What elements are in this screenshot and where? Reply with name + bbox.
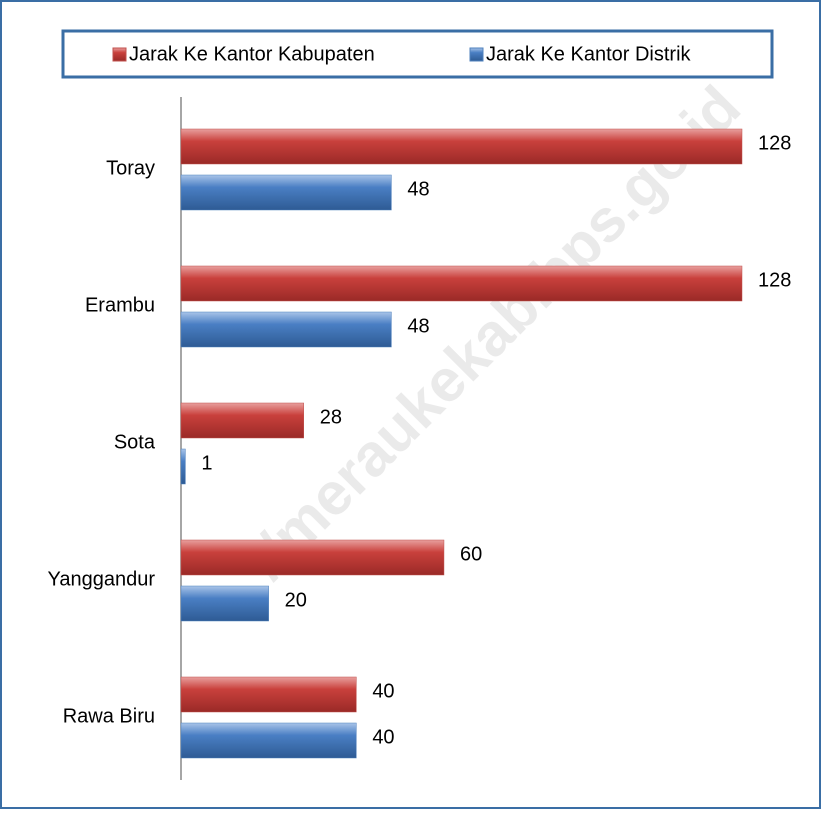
data-label: 40 bbox=[372, 726, 394, 748]
bar bbox=[180, 174, 392, 211]
bar bbox=[180, 676, 357, 713]
bar bbox=[180, 539, 445, 576]
data-label: 40 bbox=[372, 680, 394, 702]
bar bbox=[180, 402, 304, 439]
data-label: 28 bbox=[320, 406, 342, 428]
data-label: 60 bbox=[460, 543, 482, 565]
bar bbox=[180, 722, 357, 759]
legend-label: Jarak Ke Kantor Distrik bbox=[486, 43, 692, 65]
y-tick-label: Erambu bbox=[85, 294, 155, 316]
data-label: 128 bbox=[758, 132, 791, 154]
y-tick-label: Yanggandur bbox=[48, 568, 156, 590]
data-label: 1 bbox=[201, 452, 212, 474]
bar bbox=[180, 311, 392, 348]
bar bbox=[180, 585, 269, 622]
legend-swatch bbox=[469, 47, 484, 62]
data-label: 48 bbox=[407, 178, 429, 200]
y-tick-label: Sota bbox=[114, 431, 156, 453]
legend-swatch bbox=[112, 47, 127, 62]
bar bbox=[180, 265, 743, 302]
data-label: 48 bbox=[407, 315, 429, 337]
bar bbox=[180, 448, 186, 485]
legend-box bbox=[61, 29, 774, 79]
y-tick-label: Rawa Biru bbox=[63, 705, 155, 727]
data-label: 128 bbox=[758, 269, 791, 291]
legend-label: Jarak Ke Kantor Kabupaten bbox=[129, 43, 375, 65]
data-label: 20 bbox=[285, 589, 307, 611]
bar bbox=[180, 128, 743, 165]
y-tick-label: Toray bbox=[106, 157, 155, 179]
